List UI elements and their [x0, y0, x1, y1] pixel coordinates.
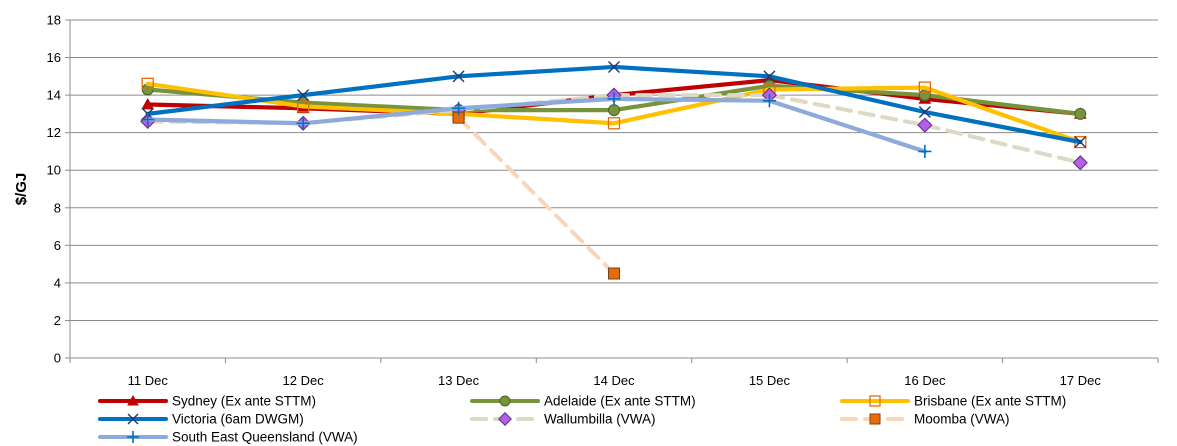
- data-point-marker: [452, 70, 465, 83]
- series-line-segment: [456, 64, 617, 79]
- series-line-segment: [456, 115, 616, 276]
- legend-marker: [869, 413, 881, 425]
- legend-item: Wallumbilla (VWA): [470, 412, 656, 427]
- data-point-marker: [1074, 107, 1087, 120]
- data-point-marker: [918, 89, 931, 102]
- data-point-marker: [607, 117, 621, 130]
- legend-item: Brisbane (Ex ante STTM): [840, 394, 1066, 409]
- legend-label: Wallumbilla (VWA): [544, 412, 656, 427]
- y-tick-label: 14: [47, 88, 61, 103]
- data-point-marker: [296, 116, 310, 130]
- series-line-segment: [145, 93, 306, 116]
- data-point-marker: [451, 101, 466, 115]
- legend-item: Adelaide (Ex ante STTM): [470, 394, 696, 409]
- y-tick-label: 6: [54, 238, 61, 253]
- series-south-east-queensland-vwa: [141, 92, 932, 159]
- series-line-segment: [767, 74, 927, 115]
- legend-item: Moomba (VWA): [840, 412, 1010, 427]
- legend-marker: [127, 431, 139, 443]
- series-line-segment: [456, 96, 617, 111]
- marker-x-stroke: [608, 60, 620, 73]
- x-tick-label: 12 Dec: [283, 373, 325, 388]
- series-line-segment: [456, 111, 617, 126]
- series-moomba-vwa: [452, 111, 620, 280]
- y-tick-label: 4: [54, 275, 61, 290]
- legend-label: Victoria (6am DWGM): [172, 412, 304, 427]
- series-lines: [140, 60, 1088, 280]
- x-tick-label: 14 Dec: [593, 373, 635, 388]
- data-point-marker: [918, 144, 932, 159]
- series-line-segment: [767, 93, 927, 128]
- series-line-segment: [611, 77, 772, 98]
- data-point-marker: [141, 97, 155, 110]
- legend-label: South East Queensland (VWA): [172, 430, 358, 445]
- data-point-marker: [608, 60, 620, 73]
- legend-marker: [869, 395, 881, 407]
- series-line-segment: [611, 96, 772, 103]
- legend-marker: [498, 412, 512, 426]
- data-point-marker: [1072, 155, 1088, 171]
- data-point-marker: [917, 117, 933, 133]
- x-tick-label: 16 Dec: [904, 373, 946, 388]
- marker-x-stroke: [297, 89, 310, 102]
- y-tick-label: 10: [47, 163, 61, 178]
- marker-x-stroke: [918, 106, 931, 119]
- series-line-segment: [145, 81, 306, 109]
- marker-x-stroke: [127, 413, 139, 425]
- data-point-marker: [608, 104, 620, 117]
- x-tick-label: 13 Dec: [438, 373, 480, 388]
- marker-x-stroke: [763, 70, 776, 83]
- legend-marker: [499, 395, 511, 407]
- y-tick-label: 2: [54, 313, 61, 328]
- data-point-marker: [918, 81, 932, 94]
- legend-item: South East Queensland (VWA): [98, 430, 358, 445]
- gridlines: [70, 19, 1158, 321]
- data-point-marker: [918, 106, 931, 119]
- legend-label: Moomba (VWA): [914, 412, 1010, 427]
- marker-x-stroke: [452, 70, 465, 83]
- series-line-segment: [145, 117, 306, 126]
- data-point-marker: [763, 70, 776, 83]
- y-tick-label: 0: [54, 351, 61, 366]
- axes: 0 2 4 6 8 10 12 14 16 18 11 Dec 12 Dec 13 Dec 14 Dec 1…: [47, 13, 1159, 388]
- legend-item: Sydney (Ex ante STTM): [98, 394, 316, 409]
- legend: Sydney (Ex ante STTM) Adelaide (Ex ante S…: [98, 394, 1066, 445]
- data-point-marker: [762, 94, 777, 108]
- legend-item: Victoria (6am DWGM): [98, 412, 304, 427]
- marker-x-stroke: [1074, 136, 1087, 149]
- x-tick-label: 15 Dec: [749, 373, 791, 388]
- legend-label: Brisbane (Ex ante STTM): [914, 394, 1066, 409]
- series-line-segment: [301, 74, 461, 98]
- legend-marker: [127, 413, 139, 425]
- series-line-segment: [922, 85, 1083, 145]
- y-tick-label: 18: [47, 13, 61, 28]
- y-tick-label: 8: [54, 200, 61, 215]
- x-tick-label: 17 Dec: [1060, 373, 1102, 388]
- legend-label: Adelaide (Ex ante STTM): [544, 394, 696, 409]
- series-line-segment: [922, 123, 1083, 165]
- series-line-segment: [611, 64, 772, 79]
- data-point-marker: [297, 89, 310, 102]
- x-tick-label: 11 Dec: [128, 373, 169, 388]
- y-tick-label: 16: [47, 50, 61, 65]
- data-point-marker: [607, 92, 621, 106]
- legend-label: Sydney (Ex ante STTM): [172, 394, 316, 409]
- legend-marker: [127, 394, 139, 406]
- data-point-marker: [608, 267, 620, 280]
- data-point-marker: [296, 100, 310, 113]
- y-axis-label: $/GJ: [13, 173, 30, 206]
- data-point-marker: [141, 77, 154, 90]
- data-point-marker: [1074, 136, 1087, 149]
- y-tick-label: 12: [47, 125, 61, 140]
- series-line-segment: [767, 98, 927, 154]
- series-line-segment: [301, 106, 461, 126]
- series-line-segment: [922, 109, 1083, 145]
- series-line-segment: [767, 85, 927, 92]
- data-point-marker: [141, 112, 155, 127]
